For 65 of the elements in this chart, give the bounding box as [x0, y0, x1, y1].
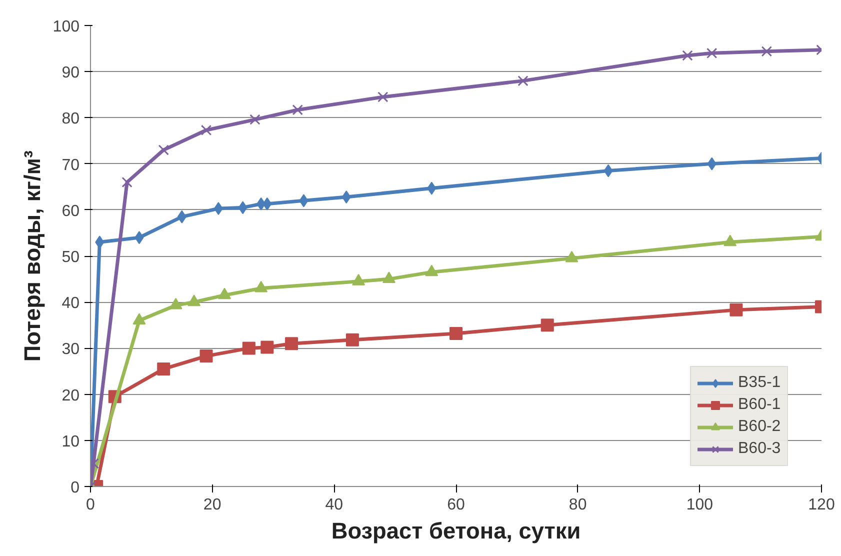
point — [292, 104, 303, 116]
point — [346, 333, 359, 346]
y-tick-label: 30 — [62, 341, 80, 358]
point — [169, 298, 182, 310]
x-tick-label: 60 — [447, 496, 465, 514]
x-tick-label: 0 — [86, 496, 96, 514]
point — [761, 46, 772, 57]
point — [200, 350, 213, 363]
point — [260, 340, 274, 354]
point — [285, 337, 298, 350]
point — [132, 313, 146, 325]
point — [157, 362, 170, 376]
point — [177, 210, 186, 224]
point — [707, 157, 716, 170]
y-tick-label: 10 — [62, 433, 80, 450]
point — [214, 202, 223, 216]
point — [682, 50, 693, 61]
point — [724, 234, 737, 246]
point — [200, 124, 212, 136]
point — [540, 318, 554, 332]
point — [250, 114, 260, 125]
point — [242, 342, 256, 355]
point — [730, 303, 743, 316]
legend-label: B60-1 — [738, 396, 781, 414]
y-tick-label: 90 — [62, 64, 80, 82]
point — [450, 326, 462, 340]
x-axis-title: Возраст бетона, сутки — [331, 518, 581, 544]
y-tick-label: 40 — [62, 295, 80, 312]
y-tick-label: 100 — [52, 18, 80, 36]
x-tick-label: 100 — [686, 496, 714, 514]
legend-label: B35-1 — [738, 374, 781, 392]
x-tick-label: 40 — [325, 496, 344, 514]
point — [565, 250, 578, 262]
point — [378, 92, 388, 102]
point — [134, 231, 144, 244]
y-tick-label: 60 — [62, 202, 80, 220]
y-tick-label: 0 — [70, 480, 80, 496]
point — [262, 197, 272, 210]
legend-label: B60-3 — [738, 440, 781, 458]
point — [188, 294, 201, 306]
point — [425, 264, 438, 276]
x-tick-label: 20 — [203, 496, 222, 514]
point — [427, 182, 436, 195]
y-tick-label: 80 — [62, 110, 80, 128]
x-tick-label: 80 — [568, 496, 587, 514]
point — [95, 236, 104, 249]
point — [158, 144, 169, 156]
point — [238, 201, 248, 214]
point — [706, 48, 718, 59]
point — [342, 190, 351, 204]
point — [604, 164, 613, 178]
point — [299, 194, 308, 208]
point — [382, 272, 396, 284]
y-tick-label: 70 — [62, 156, 80, 174]
y-axis-title: Потеря воды, кг/м³ — [18, 150, 45, 362]
legend-label: B60-2 — [738, 418, 781, 436]
point — [218, 288, 232, 300]
point — [254, 280, 268, 292]
y-tick-label: 20 — [62, 387, 80, 404]
point — [518, 75, 528, 86]
point — [352, 274, 366, 286]
y-tick-label: 50 — [62, 249, 80, 266]
x-tick-label: 120 — [808, 496, 835, 514]
point — [256, 197, 266, 210]
point — [122, 176, 132, 188]
